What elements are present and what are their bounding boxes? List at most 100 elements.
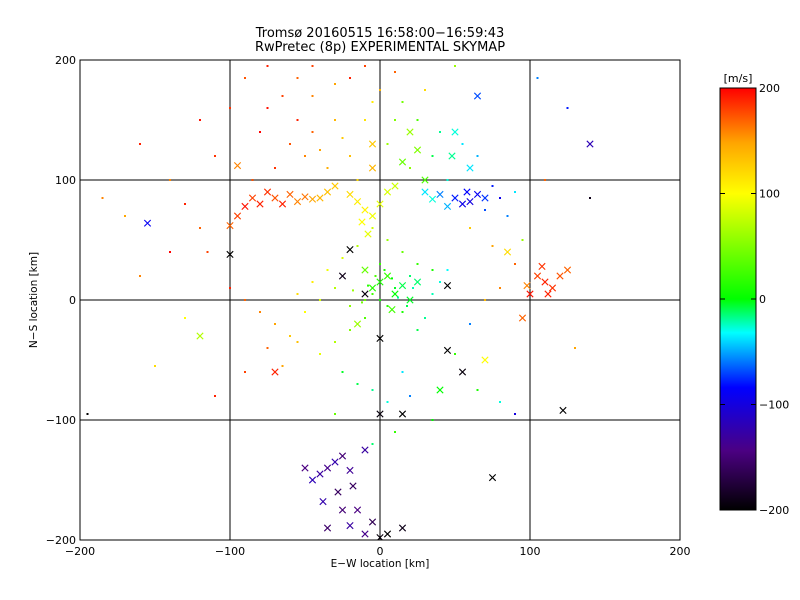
data-point-dot bbox=[349, 305, 351, 307]
data-point-cross bbox=[523, 282, 531, 290]
data-point-dot bbox=[334, 287, 336, 289]
data-point-dot bbox=[206, 251, 209, 253]
data-point-cross bbox=[451, 194, 459, 202]
data-point-cross bbox=[406, 296, 414, 304]
data-point-dot bbox=[124, 215, 126, 217]
data-point-dot bbox=[514, 191, 516, 193]
data-point-dot bbox=[244, 77, 246, 79]
data-point-dot bbox=[266, 65, 269, 67]
data-point-cross bbox=[376, 200, 384, 208]
y-tick-label: −100 bbox=[46, 414, 76, 427]
data-point-cross bbox=[143, 219, 152, 227]
data-point-cross bbox=[349, 482, 357, 490]
data-point-cross bbox=[383, 188, 392, 196]
data-point-cross bbox=[428, 195, 437, 203]
data-point-dot bbox=[214, 155, 216, 157]
data-point-cross bbox=[301, 464, 309, 472]
data-point-dot bbox=[409, 275, 411, 277]
data-point-dot bbox=[326, 167, 329, 169]
data-point-cross bbox=[361, 266, 369, 274]
data-point-dot bbox=[371, 443, 374, 445]
data-point-cross bbox=[301, 193, 309, 201]
data-point-cross bbox=[548, 284, 557, 292]
data-point-dot bbox=[491, 185, 494, 187]
data-point-dot bbox=[416, 329, 419, 331]
data-point-cross bbox=[346, 246, 354, 254]
data-point-cross bbox=[278, 200, 287, 208]
data-point-dot bbox=[574, 347, 576, 349]
data-point-cross bbox=[388, 306, 396, 314]
colorbar-ticks: 200 100 0 −100 −200 bbox=[720, 82, 789, 517]
data-point-cross bbox=[526, 290, 534, 298]
data-point-dot bbox=[364, 65, 366, 67]
data-point-dot bbox=[289, 143, 291, 145]
data-point-dot bbox=[319, 299, 321, 301]
data-point-dot bbox=[416, 263, 419, 265]
axis-ticks bbox=[79, 59, 681, 541]
data-point-dot bbox=[281, 365, 284, 367]
data-point-cross bbox=[248, 194, 257, 202]
data-point-dot bbox=[154, 365, 156, 367]
data-point-dot bbox=[446, 179, 449, 181]
x-tick-label: 200 bbox=[670, 545, 691, 558]
data-point-cross bbox=[544, 290, 552, 298]
data-point-dot bbox=[416, 119, 419, 121]
data-point-dot bbox=[386, 143, 389, 145]
data-point-cross bbox=[503, 248, 512, 256]
data-point-dot bbox=[394, 431, 396, 433]
data-point-cross bbox=[413, 278, 422, 286]
data-point-dot bbox=[259, 131, 261, 133]
data-point-cross bbox=[331, 182, 339, 190]
data-point-dot bbox=[566, 107, 569, 109]
data-point-dot bbox=[101, 197, 104, 199]
y-tick-label: 0 bbox=[69, 294, 76, 307]
data-point-cross bbox=[353, 198, 362, 206]
data-point-dot bbox=[184, 203, 186, 205]
data-point-dot bbox=[431, 419, 434, 421]
data-point-cross bbox=[323, 188, 332, 196]
data-point-dot bbox=[199, 227, 201, 229]
data-point-cross bbox=[443, 282, 452, 290]
data-point-dot bbox=[139, 275, 141, 277]
data-point-dot bbox=[386, 239, 389, 241]
data-point-dot bbox=[409, 167, 411, 169]
data-point-cross bbox=[334, 488, 342, 496]
data-point-dot bbox=[499, 197, 501, 199]
data-point-cross bbox=[368, 284, 377, 292]
data-point-cross bbox=[376, 278, 384, 286]
colorbar-label: [m/s] bbox=[724, 72, 753, 85]
data-point-dot bbox=[361, 301, 363, 304]
data-point-dot bbox=[274, 323, 276, 325]
data-point-dot bbox=[476, 155, 479, 157]
data-point-cross bbox=[436, 386, 444, 394]
data-point-dot bbox=[424, 89, 426, 91]
data-point-dot bbox=[412, 287, 414, 289]
data-point-cross bbox=[556, 272, 564, 280]
data-point-cross bbox=[331, 458, 339, 466]
y-tick-labels: −200 −100 0 100 200 bbox=[46, 54, 76, 547]
x-tick-label: −100 bbox=[215, 545, 245, 558]
data-point-dot bbox=[304, 311, 306, 313]
data-point-cross bbox=[413, 146, 422, 154]
data-point-cross bbox=[398, 158, 407, 166]
data-point-cross bbox=[458, 368, 467, 376]
data-point-dot bbox=[469, 227, 471, 229]
data-point-dot bbox=[319, 149, 321, 151]
data-point-dot bbox=[499, 287, 501, 289]
data-point-dot bbox=[454, 353, 456, 355]
data-point-cross bbox=[368, 140, 377, 148]
data-point-dot bbox=[431, 155, 434, 157]
data-point-dot bbox=[476, 389, 479, 391]
data-point-dot bbox=[244, 371, 246, 373]
x-axis-label: E−W location [km] bbox=[331, 558, 430, 570]
data-point-cross bbox=[376, 410, 384, 418]
data-point-cross bbox=[338, 452, 347, 460]
data-point-dot bbox=[424, 317, 426, 319]
data-point-cross bbox=[271, 368, 279, 376]
data-point-dot bbox=[371, 101, 374, 103]
data-point-dot bbox=[461, 143, 464, 145]
data-point-cross bbox=[316, 470, 324, 478]
data-point-cross bbox=[361, 446, 369, 454]
data-point-cross bbox=[488, 474, 497, 482]
colorbar-tick-label: 100 bbox=[759, 188, 780, 201]
